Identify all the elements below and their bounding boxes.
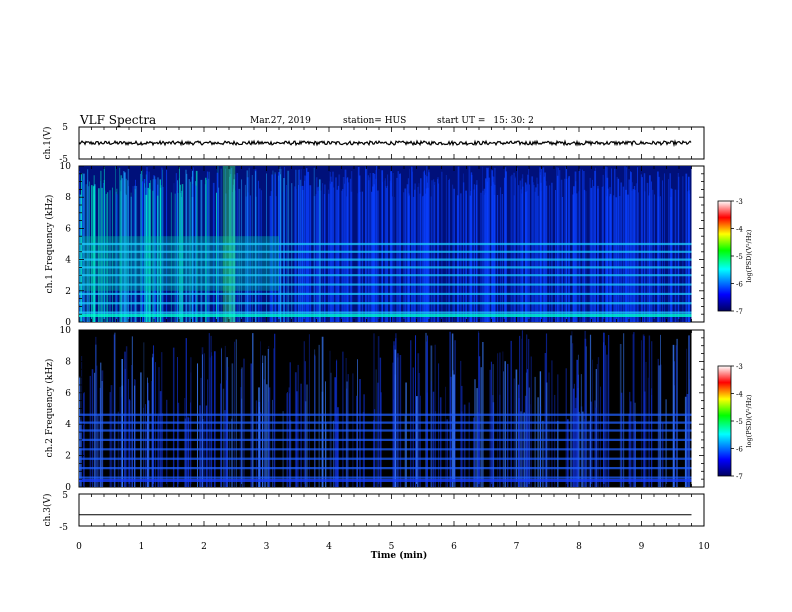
colorbar-labels: -3 -4 -5 -6 -7 log(PSD)(V²/Hz) -3 -4 -5 -6 -7 log(P… — [731, 198, 753, 481]
spectrogram-ytick-label: 6 — [65, 389, 71, 399]
colorbar-tick-label: -6 — [736, 281, 743, 289]
colorbar-label: log(PSD)(V²/Hz) — [745, 229, 753, 282]
spectrogram-background — [79, 330, 692, 487]
low-frequency-band — [79, 314, 692, 317]
spectrogram-ytick-label: 8 — [65, 193, 71, 203]
ch2-spectrogram-ylabel: ch.2 Frequency (kHz) — [44, 359, 55, 458]
colorbar-tick-label: -3 — [736, 198, 743, 206]
ch1-colorbar — [717, 200, 732, 312]
ch1-colorbar-gradient — [717, 200, 732, 312]
date-label: Mar.27, 2019 — [250, 116, 311, 126]
x-tick-label: 10 — [698, 542, 710, 552]
x-tick-label: 9 — [639, 542, 645, 552]
colorbar-tick-label: -7 — [736, 473, 743, 481]
station-label: station= HUS — [343, 116, 407, 126]
colorbar-tick-label: -5 — [736, 253, 743, 261]
colorbar-tick-label: -6 — [736, 446, 743, 454]
x-tick-label: 8 — [576, 542, 582, 552]
ch1-spectrogram-image — [79, 166, 692, 322]
ch2-colorbar-gradient — [717, 365, 732, 477]
ch2-spectrogram-image — [79, 330, 692, 487]
x-tick-label: 5 — [389, 542, 395, 552]
x-tick-label: 6 — [451, 542, 457, 552]
ch1-ytick-label: 5 — [62, 123, 68, 133]
ch3-waveform-panel — [78, 493, 705, 527]
spectrogram-ytick-label: 2 — [65, 452, 71, 462]
spectrogram-ytick-label: 8 — [65, 357, 71, 367]
start-ut-label: start UT = 15: 30: 2 — [437, 116, 534, 126]
spectrogram-ytick-label: 6 — [65, 224, 71, 234]
spectrogram-ytick-label: 10 — [60, 326, 72, 336]
spectrogram-ytick-label: 2 — [65, 287, 71, 297]
ch3-ytick-label: 5 — [62, 491, 68, 501]
ch3-waveform-ylabel: ch.3(V) — [42, 494, 53, 527]
x-axis-label: Time (min) — [371, 550, 428, 561]
ch1-spectrogram-panel — [78, 165, 705, 323]
x-tick-label: 3 — [264, 542, 270, 552]
colorbar-tick-label: -3 — [736, 363, 743, 371]
ch1-waveform-trace — [78, 139, 692, 148]
low-frequency-band — [79, 479, 692, 482]
ch1-ytick-label: -5 — [59, 155, 68, 165]
colorbar-tick-label: -5 — [736, 418, 743, 426]
ch2-spectrogram-panel — [78, 329, 705, 488]
spectrogram-ytick-label: 0 — [65, 318, 71, 328]
spectrogram-ytick-label: 4 — [65, 256, 71, 266]
start-ut-prefix: start UT = — [437, 116, 486, 126]
spectrogram-ytick-label: 4 — [65, 420, 71, 430]
ch3-ytick-label: -5 — [59, 523, 68, 533]
spectrogram-ytick-label: 10 — [60, 162, 72, 172]
colorbar-tick-label: -7 — [736, 308, 743, 316]
x-tick-label: 4 — [326, 542, 332, 552]
x-tick-label: 2 — [201, 542, 207, 552]
chart-title: VLF Spectra — [80, 113, 157, 127]
x-tick-label: 7 — [514, 542, 520, 552]
ch2-colorbar — [717, 365, 732, 477]
spectrogram-ytick-label: 0 — [65, 483, 71, 493]
ch1-spectrogram-ylabel: ch.1 Frequency (kHz) — [44, 195, 55, 294]
ch3-waveform-frame — [78, 493, 705, 527]
axis-ticks — [78, 127, 705, 526]
activity-block — [79, 236, 279, 291]
x-tick-label: 0 — [76, 542, 82, 552]
colorbar-label: log(PSD)(V²/Hz) — [745, 394, 753, 447]
start-ut-value: 15: 30: 2 — [493, 116, 534, 126]
colorbar-tick-label: -4 — [736, 391, 743, 399]
x-tick-label: 1 — [139, 542, 145, 552]
colorbar-tick-label: -4 — [736, 226, 743, 234]
ch1-waveform-ylabel: ch.1(V) — [42, 127, 53, 160]
ch1-waveform-panel — [78, 126, 705, 160]
